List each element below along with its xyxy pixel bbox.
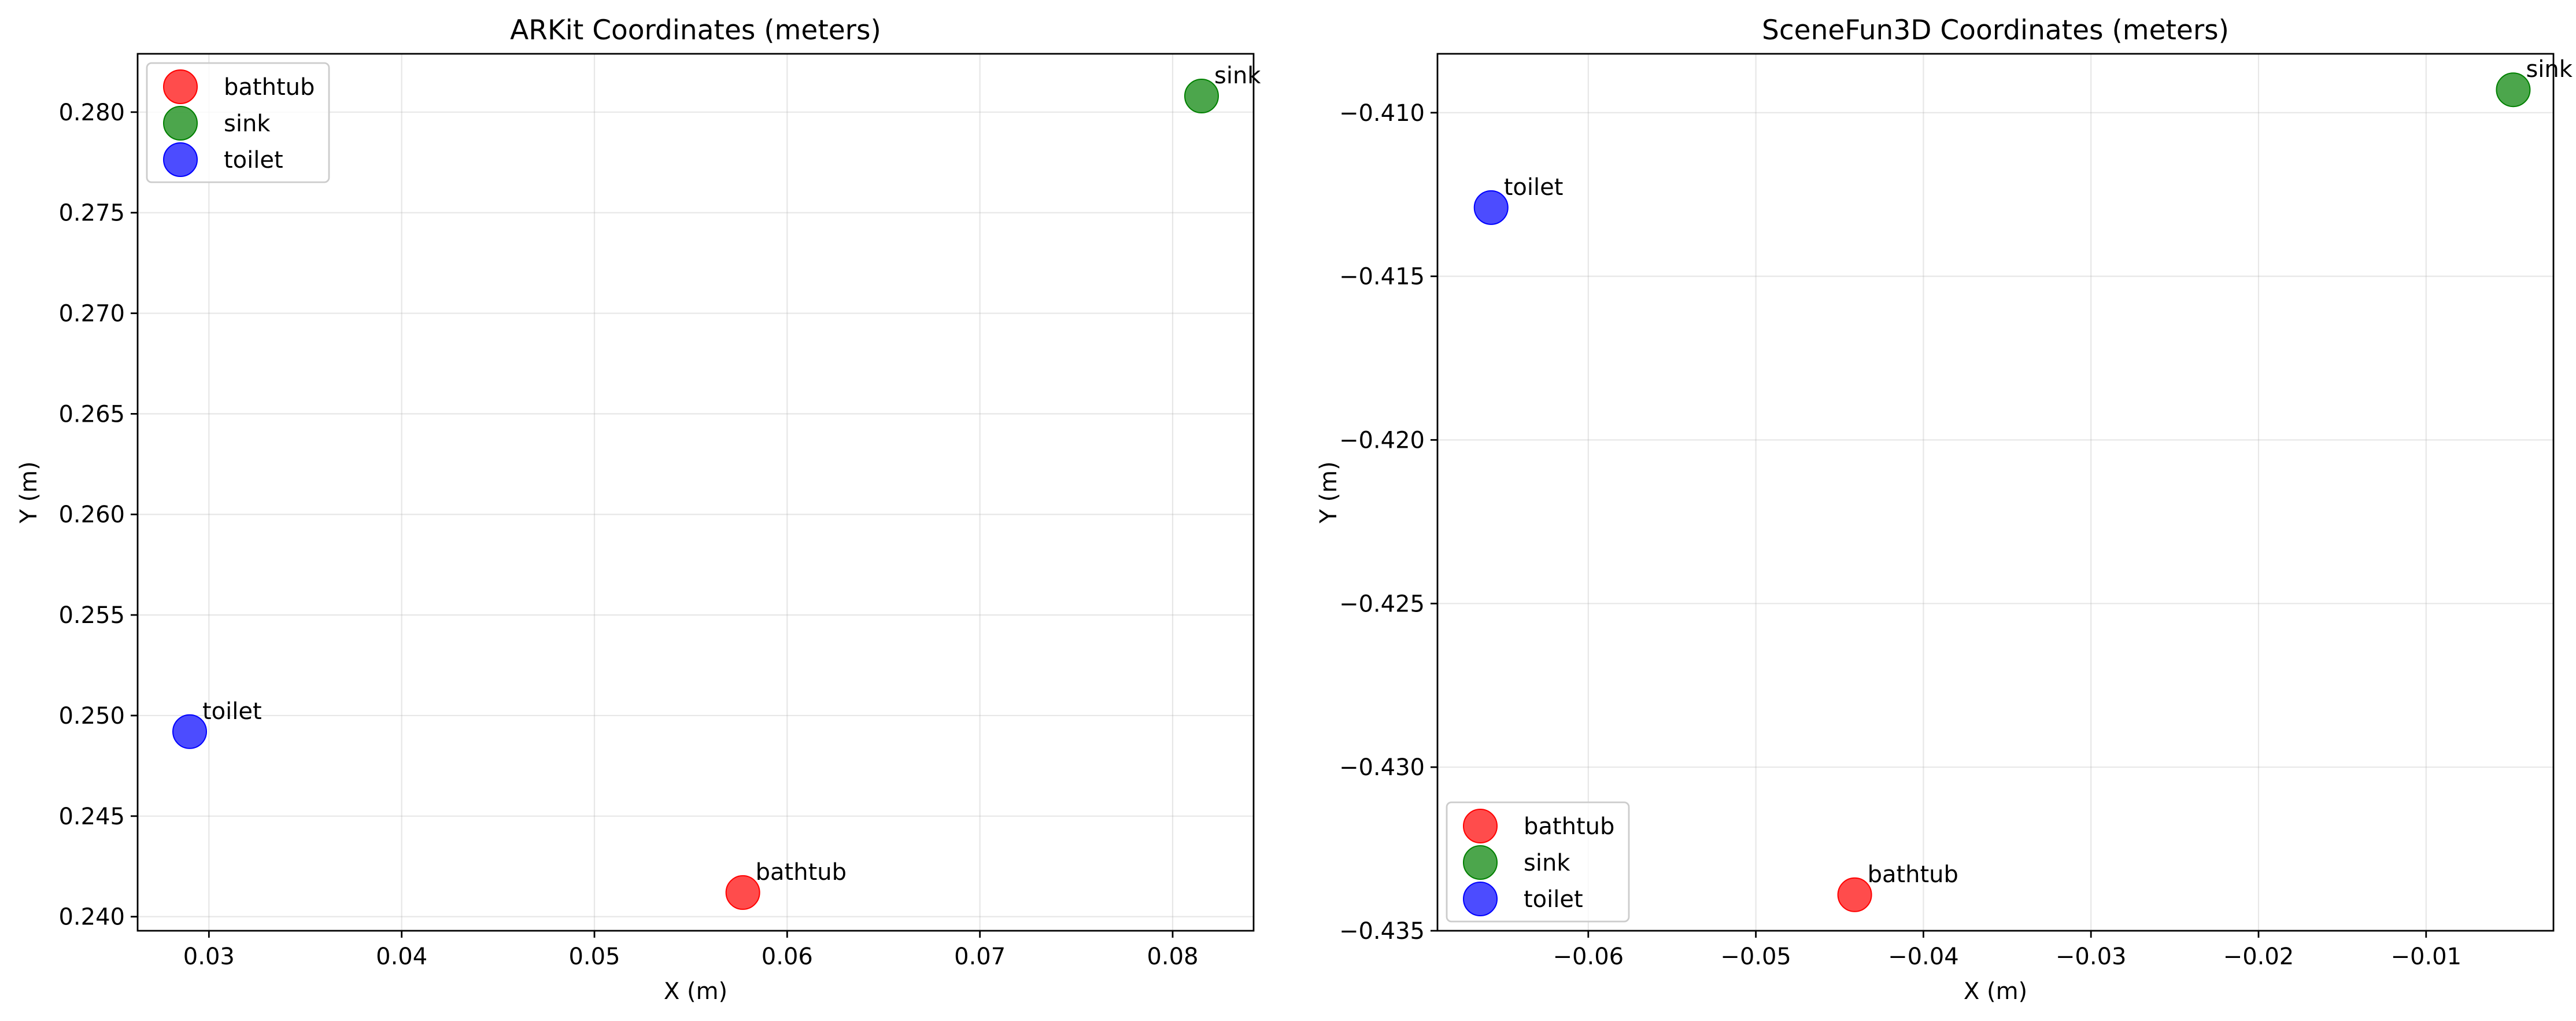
chart-panel-1: 0.03 0.04 0.05 0.06 0.07 0.08 0.240 0.245 0.250 0… <box>16 14 1261 1005</box>
point-label-toilet: toilet <box>202 698 262 725</box>
legend: bathtub sink toilet <box>1446 801 1630 923</box>
legend-label-toilet: toilet <box>224 147 283 174</box>
x-tick-label: −0.06 <box>1553 943 1624 970</box>
x-tick-label: −0.05 <box>1720 943 1791 970</box>
point-label-toilet: toilet <box>1504 174 1564 201</box>
axes-frame <box>136 53 1255 932</box>
y-tick-label: −0.415 <box>1339 264 1425 290</box>
scatter-point-toilet <box>1473 190 1509 225</box>
point-label-bathtub: bathtub <box>1868 861 1958 888</box>
legend-label-sink: sink <box>224 110 271 137</box>
x-tick-label: −0.01 <box>2390 943 2462 970</box>
chart-title: ARKit Coordinates (meters) <box>510 14 881 46</box>
legend-marker-sink <box>163 106 198 141</box>
legend-marker-bathtub <box>163 69 198 104</box>
x-tick-label: −0.02 <box>2223 943 2294 970</box>
y-axis-label: Y (m) <box>1315 461 1342 524</box>
y-tick-label: 0.275 <box>58 200 125 227</box>
legend: bathtub sink toilet <box>146 62 330 183</box>
chart-title: SceneFun3D Coordinates (meters) <box>1762 14 2229 46</box>
point-label-sink: sink <box>2526 56 2573 83</box>
x-tick-label: 0.08 <box>1147 943 1198 970</box>
legend-marker-sink <box>1463 845 1498 880</box>
y-tick-label: 0.270 <box>58 301 125 327</box>
y-tick-label: −0.420 <box>1339 427 1425 454</box>
y-tick-label: 0.280 <box>58 99 125 126</box>
scatter-point-bathtub <box>1837 877 1872 912</box>
y-tick-label: −0.435 <box>1339 918 1425 945</box>
legend-label-toilet: toilet <box>1524 886 1583 913</box>
x-tick-label: 0.04 <box>376 943 427 970</box>
x-tick-label: −0.04 <box>1888 943 1959 970</box>
legend-marker-bathtub <box>1463 809 1498 843</box>
x-tick-label: 0.05 <box>568 943 620 970</box>
y-tick-label: 0.255 <box>58 602 125 629</box>
y-tick-label: −0.410 <box>1339 100 1425 127</box>
scatter-point-sink <box>2496 72 2531 108</box>
legend-label-bathtub: bathtub <box>1524 813 1614 840</box>
legend-label-sink: sink <box>1524 850 1570 876</box>
y-tick-label: 0.265 <box>58 401 125 427</box>
y-axis-label: Y (m) <box>16 461 42 524</box>
point-label-bathtub: bathtub <box>756 859 847 886</box>
y-tick-label: 0.245 <box>58 803 125 830</box>
y-tick-label: 0.250 <box>58 703 125 729</box>
x-axis-label: X (m) <box>664 978 727 1005</box>
y-tick-label: 0.260 <box>58 502 125 528</box>
scatter-point-toilet <box>172 714 207 749</box>
y-tick-label: −0.425 <box>1339 591 1425 617</box>
legend-marker-toilet <box>163 142 198 177</box>
x-axis-label: X (m) <box>1964 978 2027 1005</box>
x-tick-label: 0.06 <box>762 943 813 970</box>
y-tick-label: −0.430 <box>1339 754 1425 781</box>
scatter-point-sink <box>1184 79 1219 114</box>
y-tick-label: 0.240 <box>58 904 125 931</box>
point-label-sink: sink <box>1214 62 1261 89</box>
legend-marker-toilet <box>1463 882 1498 916</box>
x-tick-label: 0.07 <box>954 943 1006 970</box>
legend-label-bathtub: bathtub <box>224 74 315 101</box>
x-tick-label: 0.03 <box>183 943 235 970</box>
scatter-point-bathtub <box>725 875 760 910</box>
x-tick-label: −0.03 <box>2056 943 2127 970</box>
axes-frame <box>1436 53 2555 932</box>
chart-panel-2: −0.06 −0.05 −0.04 −0.03 −0.02 −0.01 −0.435 −0.4… <box>1315 14 2573 1005</box>
